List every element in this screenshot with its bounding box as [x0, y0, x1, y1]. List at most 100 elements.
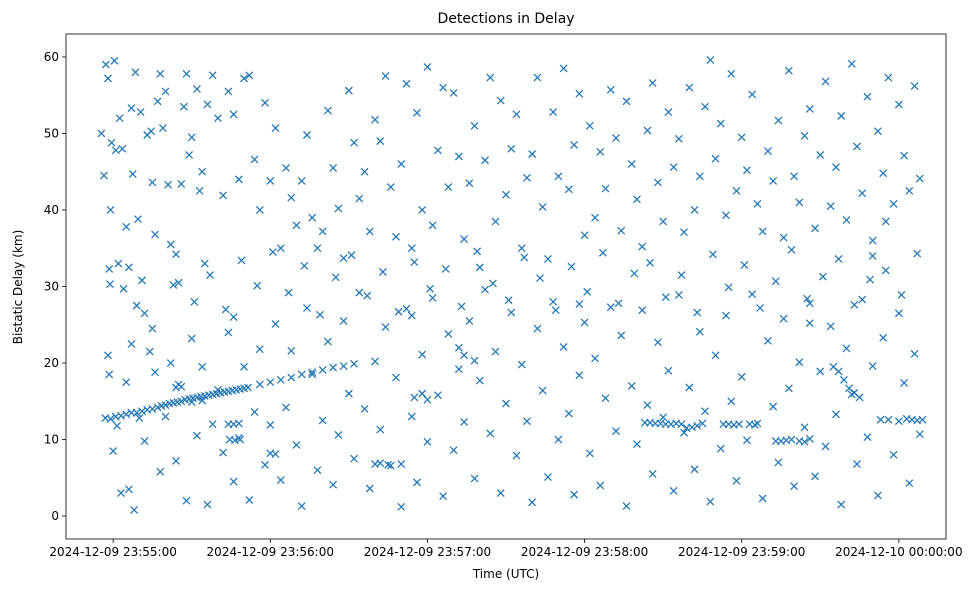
data-point	[879, 333, 888, 342]
data-point	[172, 457, 180, 465]
data-point	[617, 331, 626, 340]
data-point	[834, 367, 843, 376]
data-point	[716, 444, 725, 453]
data-point	[543, 255, 552, 263]
data-point	[722, 211, 730, 220]
data-point	[863, 433, 872, 442]
data-point	[316, 310, 324, 319]
x-tick-label: 2024-12-09 23:58:00	[521, 545, 648, 559]
data-point	[897, 290, 906, 299]
data-point	[674, 134, 683, 143]
data-point	[837, 111, 846, 120]
data-point	[261, 460, 269, 469]
data-point	[219, 191, 228, 200]
data-point	[318, 416, 327, 425]
data-point	[758, 227, 767, 236]
data-point	[193, 85, 201, 94]
data-point	[122, 378, 131, 387]
data-point	[708, 250, 717, 259]
data-point	[585, 121, 594, 130]
data-point	[507, 144, 516, 153]
y-tick-label: 10	[44, 433, 59, 447]
data-point	[598, 248, 607, 257]
data-point	[743, 166, 751, 175]
data-point	[221, 305, 230, 314]
data-point	[428, 221, 437, 230]
data-point	[117, 489, 125, 498]
data-point	[601, 394, 610, 403]
data-point	[858, 189, 867, 198]
data-point	[148, 404, 157, 413]
data-point	[397, 460, 406, 468]
data-point	[528, 150, 537, 159]
data-point	[347, 251, 356, 260]
chart-title: Detections in Delay	[437, 11, 574, 27]
data-point	[441, 264, 450, 273]
data-point	[169, 281, 178, 289]
data-point	[106, 280, 114, 289]
data-point	[669, 163, 678, 172]
data-point	[423, 437, 432, 446]
data-point	[543, 473, 552, 481]
data-point	[158, 124, 167, 133]
data-point	[119, 284, 128, 293]
data-point	[894, 309, 903, 318]
data-point	[219, 448, 228, 457]
data-point	[596, 481, 605, 490]
data-point	[109, 447, 118, 455]
data-point	[818, 272, 827, 281]
data-point	[213, 114, 222, 123]
data-point	[554, 435, 563, 444]
data-point	[271, 320, 280, 328]
data-point	[680, 228, 689, 237]
data-point	[454, 343, 463, 352]
data-point	[834, 255, 843, 263]
data-point	[816, 367, 825, 376]
data-point	[107, 138, 116, 147]
data-point	[790, 482, 799, 491]
data-point	[706, 56, 715, 64]
data-point	[575, 371, 584, 380]
data-point	[261, 98, 269, 107]
data-point	[308, 213, 317, 222]
data-point	[244, 383, 252, 392]
data-point	[711, 351, 720, 360]
y-tick-label: 50	[44, 126, 59, 140]
data-point	[913, 249, 922, 258]
data-point	[523, 173, 531, 182]
data-point	[564, 185, 573, 194]
x-tick-label: 2024-12-09 23:57:00	[364, 545, 491, 559]
data-point	[439, 83, 448, 92]
data-point	[473, 247, 482, 256]
y-tick-label: 30	[44, 280, 59, 294]
data-point	[693, 421, 702, 430]
data-point	[187, 334, 196, 343]
data-point	[344, 389, 353, 398]
data-point	[128, 170, 137, 178]
data-point	[722, 311, 730, 320]
data-point	[208, 71, 217, 80]
data-point	[549, 108, 558, 116]
data-point	[596, 147, 605, 156]
data-point	[255, 345, 264, 354]
data-point	[664, 366, 673, 375]
data-point	[774, 458, 783, 467]
data-point	[350, 359, 359, 368]
data-point	[905, 186, 914, 195]
data-point	[118, 144, 127, 153]
data-point	[426, 284, 434, 293]
data-point	[688, 423, 696, 432]
data-point	[203, 100, 212, 109]
data-point	[255, 206, 264, 214]
data-point	[318, 227, 327, 236]
data-point	[585, 449, 594, 458]
data-point	[866, 275, 874, 284]
data-point	[282, 163, 290, 172]
data-point	[397, 160, 406, 169]
data-point	[147, 127, 156, 136]
data-point	[122, 222, 131, 231]
data-point	[250, 155, 259, 164]
data-point	[153, 97, 162, 106]
data-point	[693, 308, 702, 317]
data-point	[740, 261, 749, 270]
